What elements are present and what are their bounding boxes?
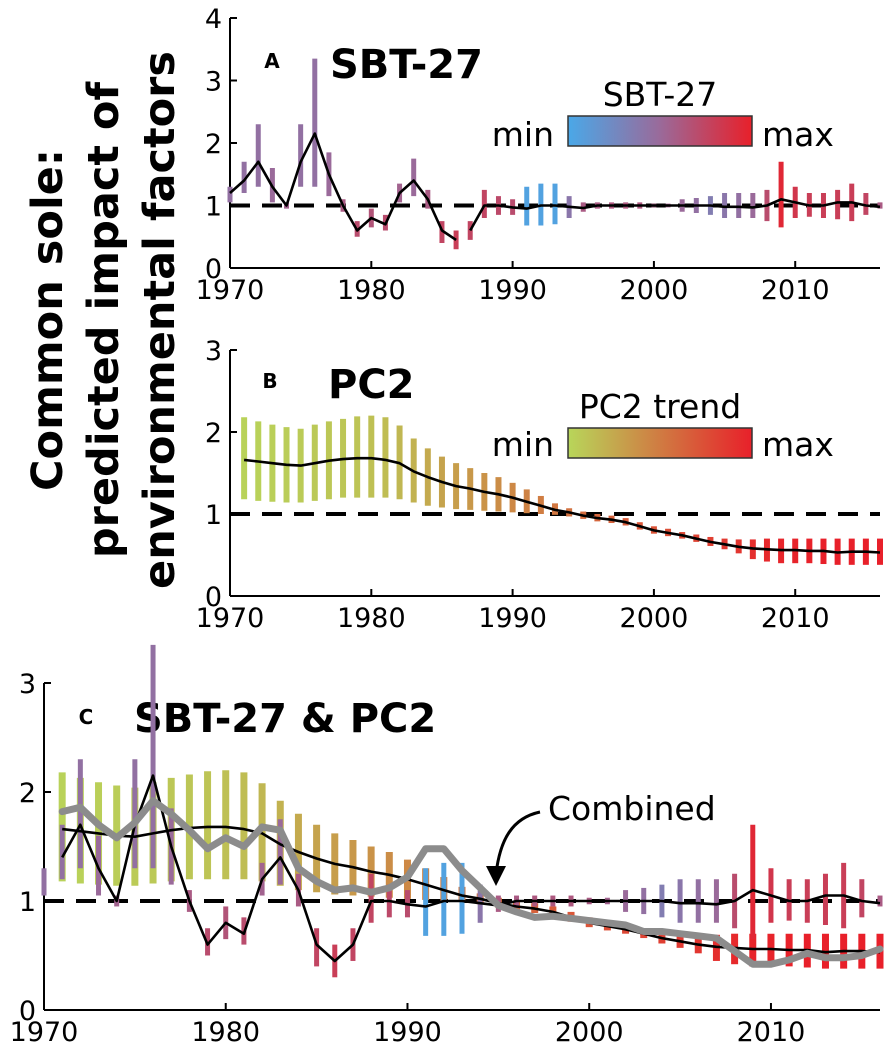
y-tick-label: 2	[19, 778, 36, 809]
x-tick-label: 2000	[620, 603, 689, 634]
pc2-impact-line	[62, 825, 881, 954]
y-tick-label: 0	[205, 582, 222, 613]
panel-title: PC2	[328, 362, 415, 408]
x-tick-label: 2010	[761, 275, 830, 306]
y-tick-label: 0	[19, 996, 36, 1027]
panel-c-combined: 0 1 2 3 1970 1980 1990 2000 2010 C SBT-27 & PC2 Com…	[10, 644, 884, 1042]
x-tick-label: 2010	[761, 603, 830, 634]
y-axis-title-line-1: Common sole:	[23, 149, 73, 491]
y-axis-title: Common sole: predicted impact of environ…	[23, 51, 185, 589]
legend-label: PC2 trend	[579, 387, 741, 426]
y-tick-label: 0	[205, 254, 222, 285]
y-tick-label: 2	[205, 129, 222, 160]
y-tick-label: 1	[19, 887, 36, 918]
panel-title: SBT-27	[330, 42, 483, 88]
x-tick-label: 1980	[337, 603, 406, 634]
x-tick-label: 1970	[10, 1017, 79, 1042]
x-tick-label: 1990	[478, 603, 547, 634]
legend-max-label: max	[762, 425, 834, 464]
panel-letter: B	[262, 369, 277, 393]
combined-impact-line	[58, 797, 884, 968]
y-axis-title-line-2: predicted impact of	[79, 81, 129, 559]
y-tick-label: 1	[205, 500, 222, 531]
panel-b-pc2: 0 1 2 3 1970 1980 1990 2000 2010 B PC2 PC2 trend min…	[196, 336, 883, 634]
y-tick-label: 3	[205, 336, 222, 367]
sbt27-impact-line	[61, 774, 881, 963]
x-tick-label: 1970	[196, 275, 265, 306]
legend-min-label: min	[492, 115, 554, 154]
legend-max-label: max	[762, 115, 834, 154]
y-tick-label: 3	[19, 669, 36, 700]
panel-title: SBT-27 & PC2	[134, 696, 436, 742]
x-tick-label: 1990	[478, 275, 547, 306]
legend-label: SBT-27	[603, 75, 718, 114]
combined-annotation: Combined	[548, 789, 716, 828]
x-tick-label: 2010	[737, 1017, 806, 1042]
annotation-arrow	[494, 810, 541, 875]
y-tick-label: 1	[205, 192, 222, 223]
sbt27-impact-line	[229, 132, 881, 241]
x-tick-label: 1980	[337, 275, 406, 306]
panel-letter: A	[264, 49, 280, 73]
legend-colorbar	[567, 115, 753, 147]
y-tick-label: 2	[205, 418, 222, 449]
pc2-impact-line	[243, 456, 881, 554]
legend-colorbar	[567, 427, 753, 459]
y-axis-title-line-3: environmental factors	[135, 51, 185, 589]
legend-min-label: min	[492, 425, 554, 464]
annotation-arrowhead	[486, 866, 506, 886]
x-tick-label: 1990	[373, 1017, 442, 1042]
x-tick-label: 1980	[191, 1017, 260, 1042]
y-tick-label: 4	[205, 4, 222, 35]
x-tick-label: 2000	[620, 275, 689, 306]
panel-letter: C	[79, 705, 94, 729]
x-tick-label: 2000	[555, 1017, 624, 1042]
y-tick-label: 3	[205, 67, 222, 98]
x-tick-label: 1970	[196, 603, 265, 634]
